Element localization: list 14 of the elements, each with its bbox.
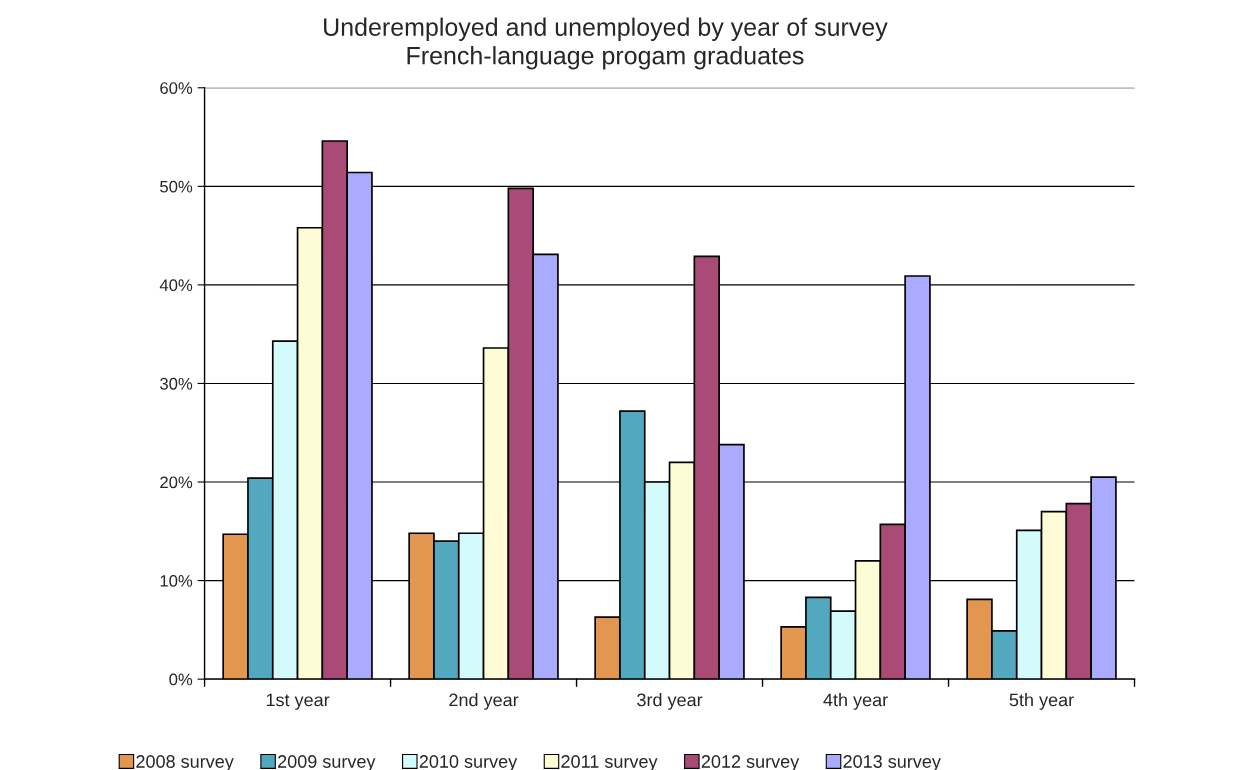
chart-subtitle: French-language progam graduates: [407, 46, 804, 70]
y-tick-label: 50%: [160, 180, 193, 193]
x-tick-label: 1st year: [266, 693, 330, 710]
y-tick-label: 0%: [169, 673, 193, 686]
chart-title: Underemployed and unemployed by year of survey: [324, 17, 888, 41]
x-tick-label: 5th year: [1009, 693, 1074, 710]
y-tick-label: 60%: [160, 82, 193, 94]
x-tick-label: 3rd year: [637, 693, 703, 710]
y-tick-label: 30%: [160, 377, 193, 390]
x-tick-label: 4th year: [823, 693, 888, 710]
y-tick-label: 20%: [160, 476, 193, 489]
y-tick-label: 40%: [159, 279, 193, 292]
x-tick-label: 2nd year: [449, 693, 519, 710]
y-tick-label: 10%: [160, 574, 193, 587]
